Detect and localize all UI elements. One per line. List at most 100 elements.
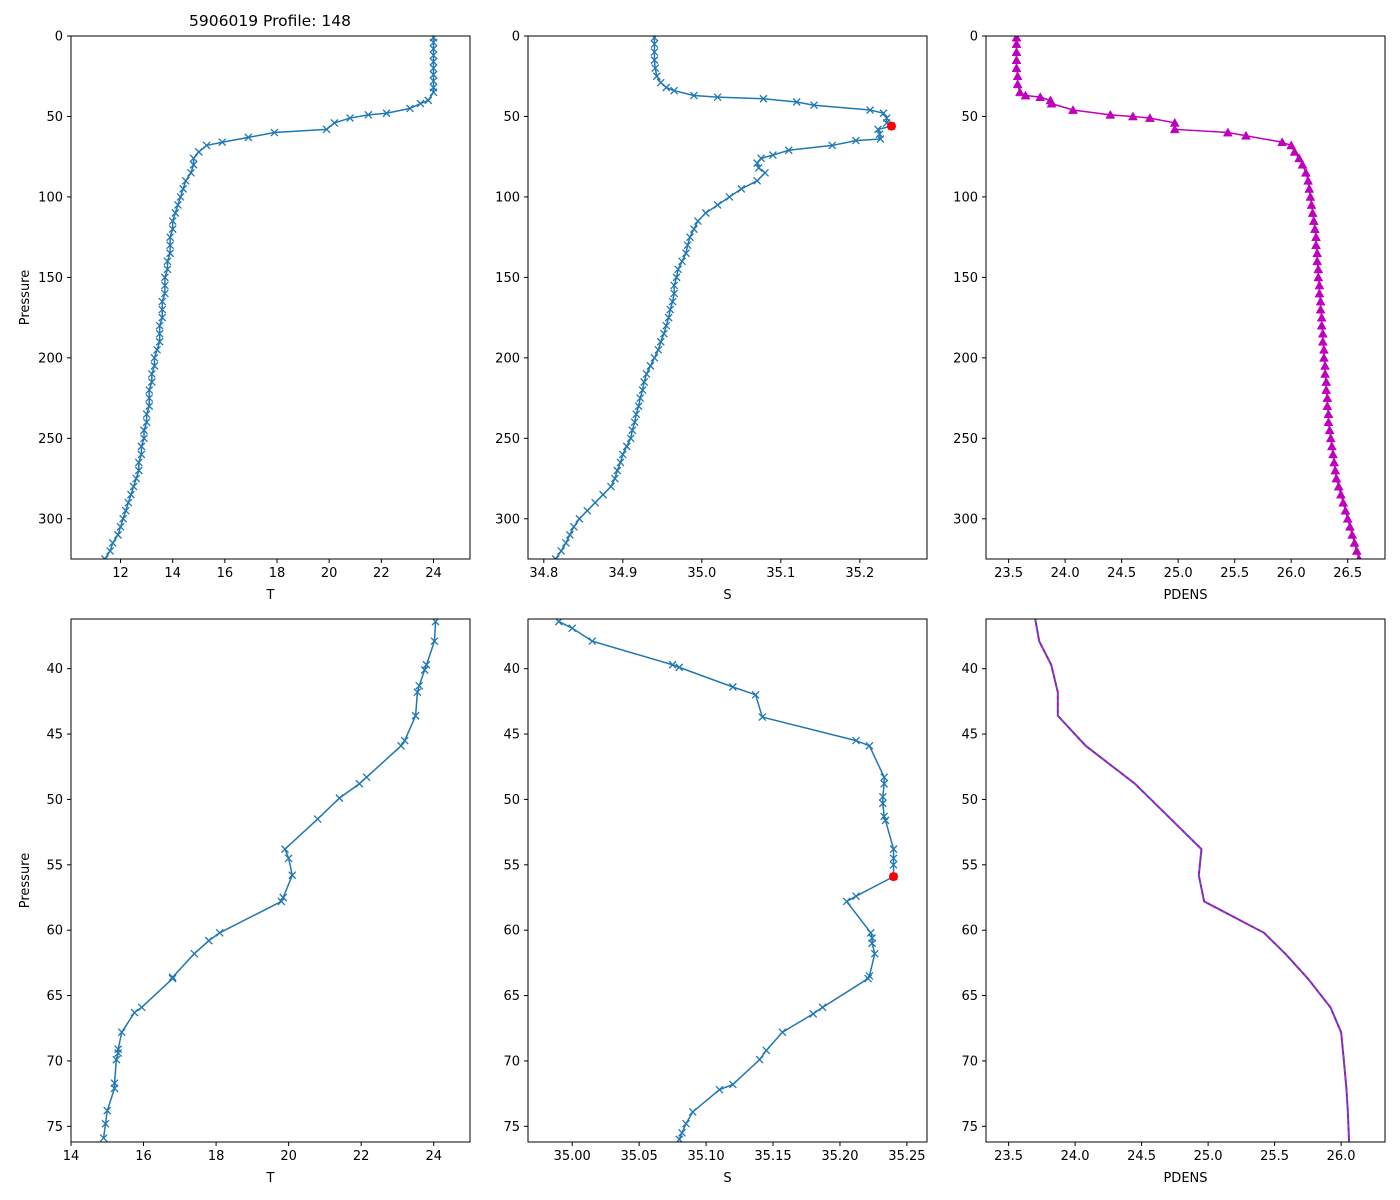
data-point [362,773,371,782]
x-tick-label: 35.20 [821,1149,858,1164]
data-point [158,305,167,314]
data-point [1169,124,1180,134]
data-point [130,1008,139,1017]
data-point [1307,208,1318,217]
x-tick-label: 24.0 [1061,1149,1090,1164]
y-tick-label: 65 [503,989,520,1004]
data-point [737,184,746,193]
data-point [715,1085,724,1094]
data-point [134,458,143,467]
y-tick-label: 300 [953,512,978,527]
x-tick-label: 16 [135,1149,152,1164]
data-point [1309,224,1320,233]
data-point [1308,216,1319,225]
data-point [397,741,406,750]
x-tick-label: 23.5 [994,1149,1023,1164]
data-point [616,458,625,467]
data-point [656,337,665,346]
data-point [322,125,331,134]
data-point [588,637,597,646]
x-axis-label: S [723,588,731,603]
x-axis-label: S [723,1171,731,1186]
x-tick-label: 14 [164,566,181,581]
data-point [1303,175,1314,185]
data-point [406,104,414,113]
data-point [1312,256,1323,266]
y-tick-label: 250 [953,432,978,447]
x-tick-label: 22 [353,1149,370,1164]
data-point [565,530,574,539]
data-point [382,109,391,118]
data-point [424,96,433,105]
data-point [1035,92,1046,102]
data-point [689,225,698,234]
data-point [106,546,115,555]
data-point [1304,183,1315,193]
data-point [865,741,874,750]
data-point [1331,473,1342,483]
data-point [688,1107,697,1116]
data-point [878,792,887,801]
data-point [413,688,422,697]
data-point [1297,159,1308,169]
y-tick-label: 100 [953,190,978,205]
y-tick-label: 200 [495,351,520,366]
data-point [650,56,659,65]
data-point [879,109,888,118]
data-point [277,897,286,906]
data-point [429,51,438,60]
data-point [168,974,177,983]
data-point [662,321,671,330]
data-point [1277,137,1288,147]
data-point [650,353,659,362]
x-tick-label: 35.1 [766,566,795,581]
data-point [137,1003,146,1012]
data-point [713,201,722,209]
figure-title: 5906019 Profile: 148 [189,12,351,30]
data-point [145,394,154,403]
x-axis-label: T [266,1171,275,1186]
data-point [762,1046,771,1055]
data-point [416,99,425,108]
x-tick-label: 23.5 [994,566,1023,581]
data-point [778,1028,787,1037]
data-point [561,538,570,547]
x-tick-label: 24.0 [1051,566,1080,581]
data-point [1335,489,1346,499]
data-point [429,64,438,73]
data-point [113,530,122,539]
data-point [155,329,164,338]
data-point [755,1055,764,1064]
data-point [181,176,190,185]
data-point [190,949,199,958]
data-point [1329,457,1340,467]
data-point [1012,79,1023,89]
x-tick-label: 25.0 [1194,1149,1223,1164]
y-tick-label: 40 [46,662,63,677]
y-tick-label: 0 [970,30,978,45]
y-tick-label: 150 [953,271,978,286]
data-point [634,402,643,411]
x-tick-label: 35.2 [845,566,874,581]
data-point [640,378,649,386]
highlight-point [886,121,896,131]
data-point [1326,441,1337,451]
axes-frame [985,35,1386,560]
data-point [179,184,188,193]
data-point [583,506,592,515]
data-point [1011,63,1022,73]
data-point [163,265,172,274]
data-point [650,40,659,49]
y-tick-label: 55 [46,858,63,873]
data-point [171,209,180,217]
x-tick-label: 35.15 [754,1149,791,1164]
data-point [145,386,154,394]
data-point [218,138,227,147]
data-point [166,249,175,258]
data-point [1105,109,1116,119]
data-point [672,273,681,282]
y-tick-label: 50 [503,793,520,808]
series-line-S [555,37,894,559]
data-point [429,38,438,47]
data-point [1325,433,1336,443]
